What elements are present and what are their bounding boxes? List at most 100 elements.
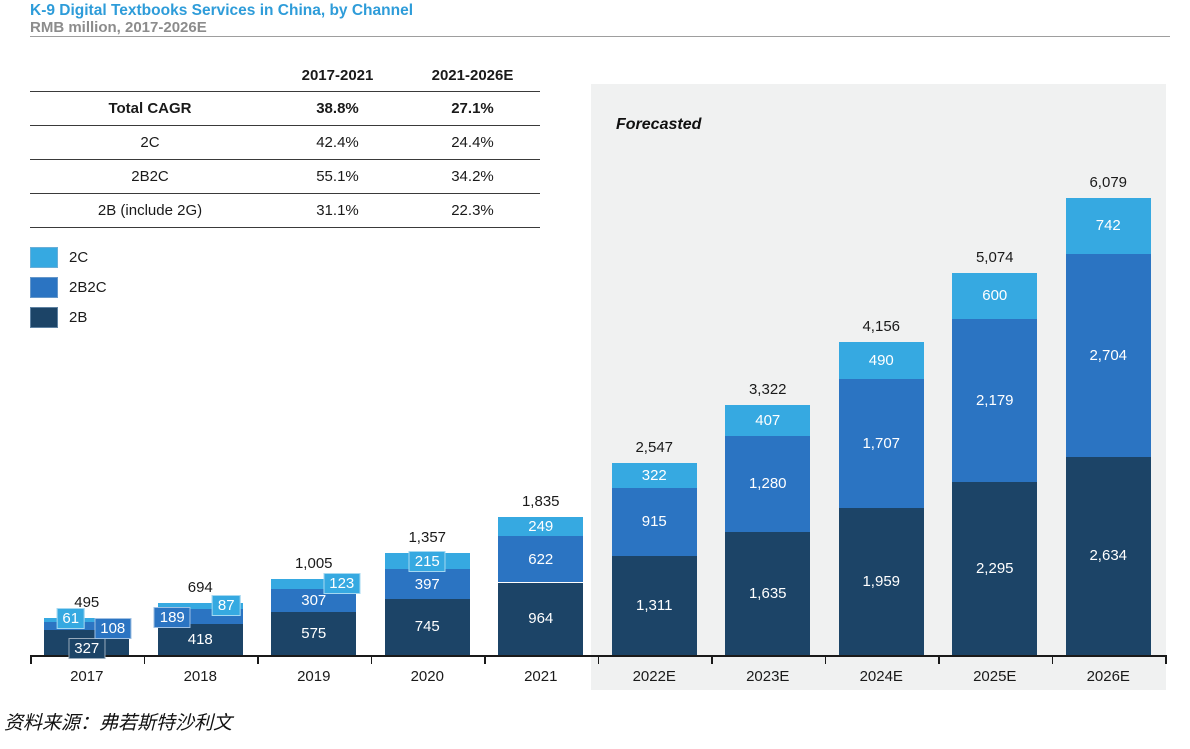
cagr-value: 55.1%: [270, 160, 405, 194]
x-axis-tick: [370, 655, 372, 664]
segment-value-label: 742: [1095, 217, 1121, 235]
legend-item-2c: 2C: [30, 246, 107, 268]
x-axis-tick: [143, 655, 145, 664]
x-axis-label: 2025E: [973, 668, 1017, 685]
bar-segment-2b2c: 915: [611, 487, 697, 557]
segment-value-label: 249: [528, 517, 554, 535]
segment-value-label: 1,635: [748, 585, 787, 603]
bar-segment-2b2c: 397: [384, 569, 470, 599]
segment-value-label: 2,295: [975, 560, 1014, 578]
x-axis-tick: [484, 655, 486, 664]
bar-segment-2c: 490: [838, 342, 924, 380]
bar-total-label: 6,079: [1089, 173, 1128, 191]
segment-value-label: 327: [68, 638, 106, 660]
segment-value-label: 600: [982, 287, 1008, 305]
chart-title: K-9 Digital Textbooks Services in China,…: [30, 2, 413, 19]
cagr-value: 31.1%: [270, 194, 405, 228]
bar-segment-2c: 407: [725, 405, 811, 436]
bar-total-label: 694: [187, 578, 213, 596]
segment-value-label: 2,634: [1089, 547, 1128, 565]
bar-segment-2c: 600: [952, 273, 1038, 319]
bar-total-label: 1,357: [408, 528, 447, 546]
bar-total-label: 2,547: [635, 439, 674, 457]
segment-value-label: 87: [211, 594, 241, 616]
segment-value-label: 108: [94, 617, 132, 639]
x-axis-label: 2024E: [859, 668, 903, 685]
bar-segment-2c: [271, 579, 357, 589]
bar-total-label: 4,156: [862, 318, 901, 336]
x-axis-tick: [30, 655, 32, 664]
bar-segment-2b: 1,959: [838, 507, 924, 655]
legend-swatch-2b: [30, 306, 58, 328]
legend-label: 2B: [69, 308, 88, 326]
x-axis-label: 2019: [297, 668, 331, 685]
bar-segment-2c: [44, 617, 130, 623]
bar-total-label: 3,322: [748, 381, 787, 399]
legend-label: 2C: [69, 248, 89, 266]
cagr-value: 22.3%: [405, 194, 540, 228]
bar-segment-2b2c: 307: [271, 588, 357, 612]
segment-value-label: 322: [641, 466, 667, 484]
x-axis-label: 2022E: [632, 668, 676, 685]
header-divider: [30, 36, 1170, 37]
cagr-row-label: 2C: [30, 126, 270, 160]
bar-total-label: 1,005: [294, 555, 333, 573]
bar-segment-2b: 964: [498, 582, 584, 655]
bar-segment-2b: 745: [384, 598, 470, 655]
cagr-header-period-2: 2021-2026E: [405, 60, 540, 92]
cagr-value: 38.8%: [270, 92, 405, 126]
cagr-row-label: Total CAGR: [30, 92, 270, 126]
chart-legend: 2C 2B2C 2B: [30, 246, 107, 336]
x-axis-label: 2021: [524, 668, 558, 685]
bar-segment-2b: 575: [271, 611, 357, 655]
cagr-value: 34.2%: [405, 160, 540, 194]
segment-value-label: 2,179: [975, 391, 1014, 409]
cagr-row-label: 2B (include 2G): [30, 194, 270, 228]
segment-value-label: 745: [414, 618, 440, 636]
segment-value-label: 123: [323, 572, 361, 594]
segment-value-label: 1,311: [636, 597, 673, 615]
segment-value-label: 490: [868, 352, 894, 370]
bar-total-label: 1,835: [521, 493, 560, 510]
x-axis-tick: [257, 655, 259, 664]
segment-value-label: 1,707: [862, 434, 901, 452]
legend-item-2b2c: 2B2C: [30, 276, 107, 298]
x-axis-tick: [1051, 655, 1053, 664]
source-note: 资料来源：弗若斯特沙利文: [4, 712, 233, 734]
segment-value-label: 407: [755, 411, 781, 429]
bar-segment-2b2c: 622: [498, 535, 584, 583]
bar-segment-2b2c: 1,280: [725, 435, 811, 533]
cagr-header-period-1: 2017-2021: [270, 60, 405, 92]
segment-value-label: 964: [528, 610, 554, 628]
segment-value-label: 1,280: [748, 475, 787, 493]
segment-value-label: 215: [408, 550, 446, 572]
chart-subtitle: RMB million, 2017-2026E: [30, 19, 207, 36]
x-axis-label: 2018: [183, 668, 217, 685]
bar-segment-2b2c: 2,704: [1065, 253, 1151, 457]
legend-swatch-2c: [30, 246, 58, 268]
bar-segment-2b2c: 2,179: [952, 318, 1038, 483]
segment-value-label: 307: [301, 591, 327, 609]
bar-segment-2b: 418: [157, 623, 243, 655]
cagr-header-empty: [30, 60, 270, 92]
segment-value-label: 418: [187, 630, 213, 648]
x-axis-label: 2023E: [746, 668, 790, 685]
segment-value-label: 189: [153, 606, 191, 628]
segment-value-label: 2,704: [1089, 346, 1128, 364]
cagr-value: 24.4%: [405, 126, 540, 160]
x-axis-tick: [711, 655, 713, 664]
bar-segment-2c: [157, 602, 243, 610]
x-axis-tick: [824, 655, 826, 664]
bar-total-label: 5,074: [975, 249, 1014, 267]
bar-segment-2c: 322: [611, 463, 697, 488]
x-axis-tick: [1165, 655, 1167, 664]
bar-segment-2c: 249: [498, 517, 584, 536]
forecast-region-label: Forecasted: [616, 116, 702, 133]
bar-segment-2b: 1,311: [611, 556, 697, 655]
bar-segment-2c: 742: [1065, 197, 1151, 254]
legend-item-2b: 2B: [30, 306, 107, 328]
x-axis-tick: [938, 655, 940, 664]
bar-total-label: 495: [74, 593, 100, 611]
x-axis-label: 2020: [410, 668, 444, 685]
